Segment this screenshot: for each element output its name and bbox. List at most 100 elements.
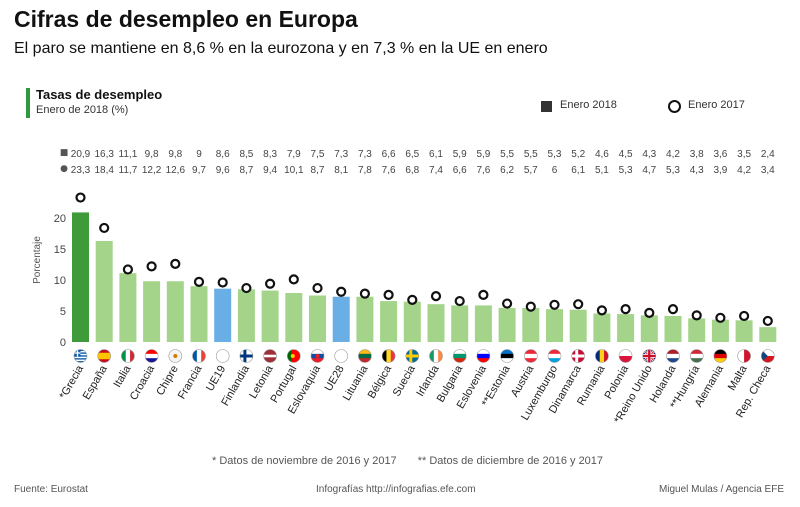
marker-2017 bbox=[430, 291, 442, 302]
flag-ring bbox=[689, 349, 704, 363]
flag-icon bbox=[382, 349, 396, 363]
marker-2017 bbox=[525, 301, 536, 312]
marker-2017 bbox=[288, 274, 299, 285]
value-label-2017: 8,7 bbox=[239, 165, 253, 176]
value-label-2018: 6,1 bbox=[429, 149, 443, 160]
marker-2017 bbox=[715, 312, 726, 323]
value-label-2017: 3,4 bbox=[761, 165, 775, 176]
value-label-2018: 8,5 bbox=[239, 149, 253, 160]
value-label-2017: 18,4 bbox=[94, 165, 114, 176]
category-label: UE19 bbox=[204, 364, 228, 394]
value-label-2017: 4,7 bbox=[642, 165, 656, 176]
value-label-2017: 7,4 bbox=[429, 165, 443, 176]
y-tick-label: 0 bbox=[60, 337, 66, 349]
flag-ring bbox=[168, 349, 183, 363]
flag-icon bbox=[121, 349, 135, 363]
marker-2017 bbox=[241, 282, 252, 294]
value-label-2017: 12,6 bbox=[166, 165, 186, 176]
category-label: UE28 bbox=[323, 364, 347, 394]
marker-2017 bbox=[146, 261, 157, 272]
flag-ring bbox=[618, 349, 633, 363]
bar-2018 bbox=[759, 327, 777, 342]
flag-ring bbox=[334, 349, 349, 363]
category-label: Croacia bbox=[128, 363, 158, 403]
value-label-2018: 7,9 bbox=[287, 149, 301, 160]
value-label-2017: 8,7 bbox=[311, 165, 325, 176]
bar-2018 bbox=[617, 314, 635, 342]
bar-2018 bbox=[522, 307, 540, 342]
flag-ring bbox=[476, 349, 491, 363]
flag-icon bbox=[548, 349, 561, 363]
flag-icon bbox=[334, 349, 348, 363]
flag-ring bbox=[452, 349, 467, 363]
footnote-december: ** Datos de diciembre de 2016 y 2017 bbox=[417, 455, 604, 467]
flag-icon bbox=[145, 349, 159, 363]
value-label-2018: 4,5 bbox=[619, 149, 633, 160]
value-label-2017: 12,2 bbox=[142, 165, 162, 176]
bar-2018 bbox=[119, 273, 137, 342]
flag-ring bbox=[144, 349, 159, 363]
flag-icon bbox=[168, 349, 182, 363]
value-label-2018: 7,5 bbox=[311, 149, 325, 160]
value-label-2018: 9,8 bbox=[168, 149, 182, 160]
value-label-2017: 5,1 bbox=[595, 165, 609, 176]
footnote-november: * Datos de noviembre de 2016 y 2017 bbox=[212, 455, 397, 467]
flag-icon bbox=[192, 349, 206, 363]
value-label-2017: 6 bbox=[552, 165, 558, 176]
source-note: Fuente: Eurostat bbox=[14, 484, 88, 495]
value-label-2018: 4,3 bbox=[642, 149, 656, 160]
category-label: España bbox=[81, 363, 110, 402]
value-label-2017: 6,1 bbox=[571, 165, 585, 176]
credit-note: Miguel Mulas / Agencia EFE bbox=[658, 484, 784, 495]
flag-ring bbox=[523, 349, 538, 363]
value-label-2018: 2,4 bbox=[761, 149, 775, 160]
marker-2017 bbox=[170, 258, 181, 269]
value-label-2017: 11,7 bbox=[119, 165, 138, 176]
bar-2018 bbox=[569, 309, 587, 342]
category-label: Malta bbox=[726, 363, 750, 393]
flag-icon bbox=[405, 349, 419, 363]
chart-subtitle: El paro se mantiene en 8,6 % en la euroz… bbox=[14, 40, 548, 57]
bar-2018 bbox=[143, 281, 161, 342]
row-marker-2018: ■ bbox=[60, 148, 69, 158]
site-note: Infografías http://infografias.efe.com bbox=[316, 484, 476, 495]
flag-icon bbox=[642, 349, 656, 363]
flag-icon bbox=[737, 349, 751, 363]
marker-2017 bbox=[193, 276, 205, 287]
value-label-2017: 3,9 bbox=[713, 165, 727, 176]
value-label-2018: 3,5 bbox=[737, 149, 751, 160]
bar-2018 bbox=[261, 290, 279, 342]
value-label-2018: 6,6 bbox=[382, 149, 396, 160]
y-tick-label: 10 bbox=[54, 275, 66, 287]
value-label-2017: 4,3 bbox=[690, 165, 704, 176]
marker-2017 bbox=[596, 305, 608, 316]
y-tick-label: 15 bbox=[54, 244, 66, 256]
value-label-2017: 7,8 bbox=[358, 165, 372, 176]
value-label-2018: 16,3 bbox=[94, 149, 114, 160]
value-label-2017: 5,3 bbox=[619, 165, 633, 176]
category-label: Francia bbox=[176, 363, 205, 402]
flag-ring bbox=[239, 349, 254, 363]
value-label-2017: 10,1 bbox=[284, 165, 304, 176]
value-label-2018: 5,9 bbox=[476, 149, 490, 160]
value-label-2017: 6,2 bbox=[500, 165, 514, 176]
legend-circle-icon bbox=[668, 100, 681, 113]
marker-2017 bbox=[383, 289, 394, 300]
bar-2018 bbox=[285, 293, 303, 342]
flag-icon bbox=[690, 349, 704, 363]
value-label-2018: 4,6 bbox=[595, 149, 609, 160]
flag-icon bbox=[713, 349, 727, 363]
marker-2017 bbox=[454, 295, 465, 307]
marker-2017 bbox=[75, 192, 86, 203]
bar-2018 bbox=[474, 305, 492, 342]
bar-2018 bbox=[190, 286, 208, 342]
panel-accent-bar bbox=[26, 88, 30, 118]
bar-2018 bbox=[72, 212, 89, 342]
category-label: Bélgica bbox=[366, 363, 395, 401]
marker-2017 bbox=[738, 310, 750, 322]
flag-ring bbox=[760, 349, 775, 363]
bar-2018 bbox=[380, 301, 398, 342]
row-marker-2017: ● bbox=[60, 164, 68, 174]
bar-2018 bbox=[546, 309, 563, 342]
